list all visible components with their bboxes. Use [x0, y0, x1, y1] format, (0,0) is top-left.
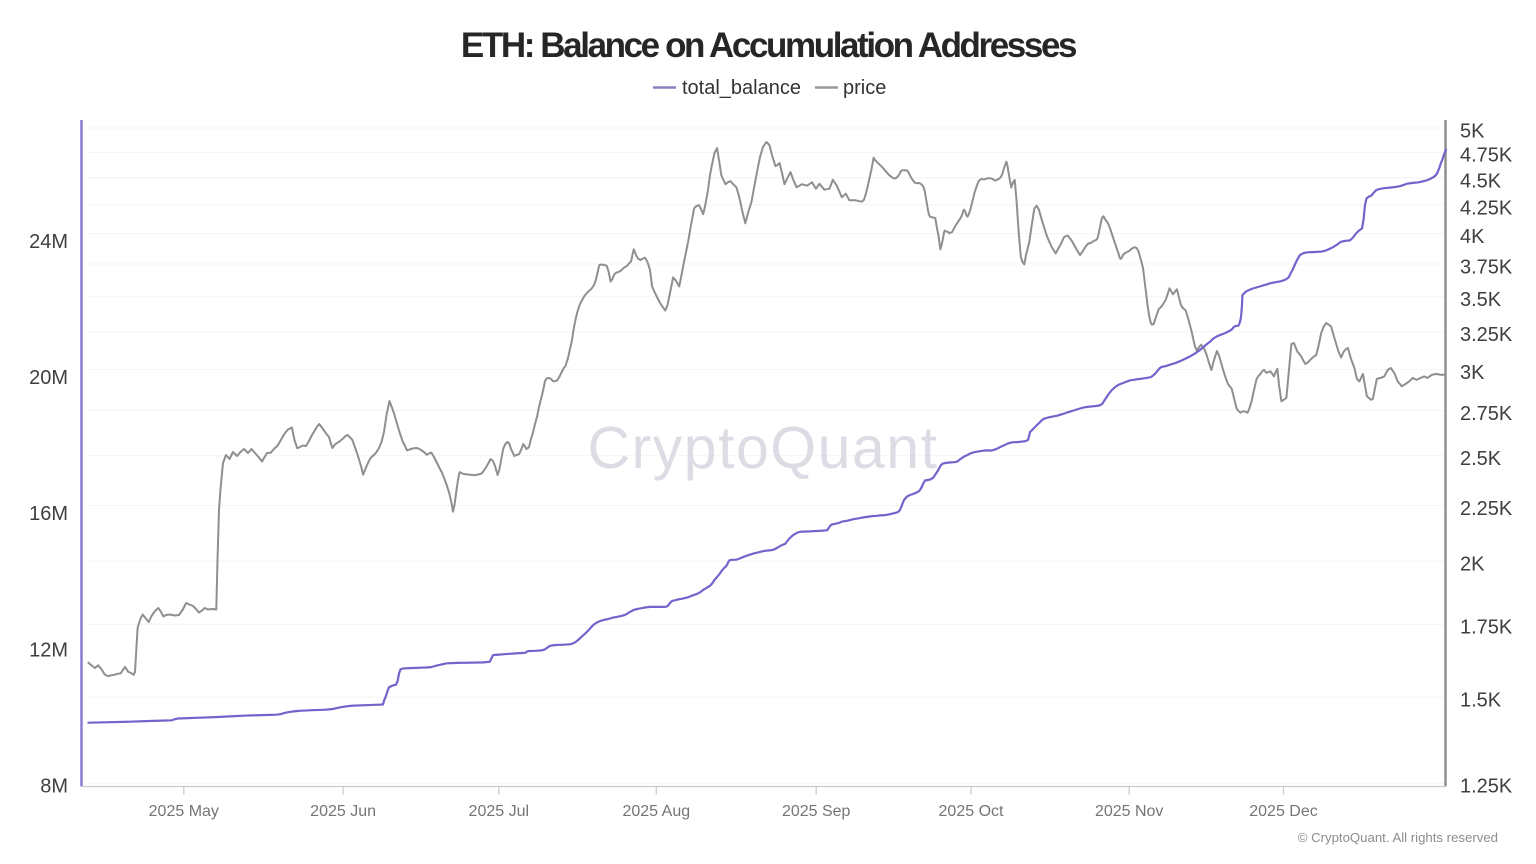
svg-text:2025 May: 2025 May: [149, 803, 219, 820]
svg-text:2025 Aug: 2025 Aug: [622, 803, 690, 820]
svg-text:3.5K: 3.5K: [1460, 289, 1502, 311]
svg-text:1.25K: 1.25K: [1460, 776, 1513, 798]
svg-text:24M: 24M: [29, 231, 68, 253]
svg-text:total_balance: total_balance: [682, 77, 801, 99]
svg-text:1.75K: 1.75K: [1460, 617, 1513, 639]
svg-text:16M: 16M: [29, 503, 68, 525]
svg-text:4.75K: 4.75K: [1460, 145, 1513, 167]
svg-text:2025 Sep: 2025 Sep: [782, 803, 851, 820]
svg-text:ETH: Balance on Accumulation A: ETH: Balance on Accumulation Addresses: [461, 26, 1077, 65]
svg-text:8M: 8M: [40, 776, 68, 798]
svg-text:1.5K: 1.5K: [1460, 690, 1502, 712]
svg-text:2.5K: 2.5K: [1460, 448, 1502, 470]
svg-text:4K: 4K: [1460, 226, 1485, 248]
svg-text:CryptoQuant: CryptoQuant: [588, 415, 939, 481]
svg-text:2025 Jun: 2025 Jun: [310, 803, 376, 820]
svg-text:2K: 2K: [1460, 554, 1485, 576]
svg-text:2025 Oct: 2025 Oct: [939, 803, 1004, 820]
svg-text:© CryptoQuant. All rights rese: © CryptoQuant. All rights reserved: [1298, 830, 1498, 845]
svg-text:2025 Jul: 2025 Jul: [469, 803, 530, 820]
svg-text:price: price: [843, 77, 886, 99]
svg-text:20M: 20M: [29, 367, 68, 389]
svg-text:5K: 5K: [1460, 121, 1485, 143]
svg-text:2025 Dec: 2025 Dec: [1249, 803, 1318, 820]
svg-text:4.25K: 4.25K: [1460, 197, 1513, 219]
svg-text:3K: 3K: [1460, 362, 1485, 384]
svg-text:4.5K: 4.5K: [1460, 170, 1502, 192]
svg-text:3.75K: 3.75K: [1460, 257, 1513, 279]
svg-text:2.25K: 2.25K: [1460, 498, 1513, 520]
svg-text:12M: 12M: [29, 639, 68, 661]
svg-text:2025 Nov: 2025 Nov: [1095, 803, 1164, 820]
svg-text:2.75K: 2.75K: [1460, 403, 1513, 425]
svg-text:3.25K: 3.25K: [1460, 324, 1513, 346]
